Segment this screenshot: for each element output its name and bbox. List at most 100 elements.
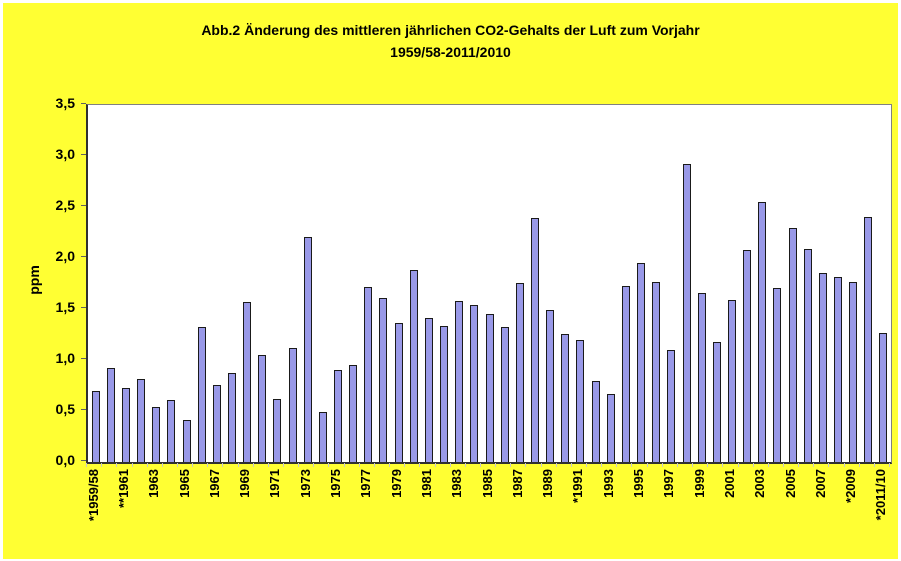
x-tick-label-1975: 1975	[328, 469, 343, 498]
bar-1992	[591, 381, 600, 462]
x-tick	[313, 463, 315, 467]
x-tick-label-1961: **1961	[115, 469, 131, 509]
bar-1962	[137, 379, 145, 462]
bar-1963	[152, 406, 161, 462]
bar-2000	[712, 341, 721, 462]
x-tick-label-1973: 1973	[297, 469, 313, 498]
bar-1982	[440, 326, 448, 462]
x-tick	[873, 463, 875, 467]
bar-1980	[409, 270, 418, 462]
x-tick-label-1985: 1985	[479, 469, 495, 498]
x-tick	[722, 463, 724, 467]
x-tick	[222, 463, 224, 467]
bar-1998	[682, 164, 691, 462]
x-tick	[525, 463, 527, 467]
x-tick	[86, 463, 87, 467]
x-tick	[176, 463, 178, 467]
x-tick	[707, 463, 709, 467]
x-tick	[586, 463, 587, 467]
x-tick	[358, 463, 360, 467]
x-tick-label-1987: 1987	[509, 469, 525, 498]
x-tick	[510, 463, 512, 467]
bar-1993	[606, 393, 615, 462]
bar-1977	[364, 286, 373, 462]
bar-2007	[818, 273, 827, 462]
x-tick	[479, 463, 481, 467]
x-tick-label-2011: *2011/10	[873, 469, 889, 521]
x-tick	[555, 463, 557, 467]
x-tick	[101, 463, 103, 467]
y-tick-label-0,5: 0,5	[55, 401, 75, 417]
y-tick-label-2,0: 2,0	[55, 248, 75, 264]
bar-1983	[455, 300, 464, 462]
x-tick	[782, 463, 784, 467]
x-tick	[328, 463, 330, 467]
bar-2001	[727, 299, 736, 462]
x-tick	[373, 463, 375, 467]
chart-title-line1: Abb.2 Änderung des mittleren jährlichen …	[201, 22, 700, 38]
bar-1965	[182, 420, 191, 462]
x-tick-label-1963: 1963	[146, 469, 162, 498]
bar-2010	[864, 217, 873, 462]
x-tick	[752, 463, 754, 467]
x-tick	[646, 463, 648, 467]
y-tick-label-2,5: 2,5	[55, 197, 75, 213]
bar-1978	[379, 297, 388, 462]
bar-2011	[879, 332, 888, 462]
bar-2004	[773, 287, 782, 462]
y-tick-2,5	[81, 205, 86, 206]
bar-1975	[334, 370, 342, 462]
y-tick-2,0	[81, 256, 86, 257]
x-tick	[283, 463, 284, 467]
bar-2008	[834, 277, 842, 462]
x-tick-label-1983: 1983	[449, 469, 465, 498]
bar-1979	[394, 323, 403, 462]
x-tick	[146, 463, 148, 467]
y-tick-label-3,5: 3,5	[55, 95, 75, 111]
bar-1974	[318, 412, 327, 462]
x-tick-label-1981: 1981	[418, 469, 434, 498]
x-tick	[464, 463, 466, 467]
x-tick	[813, 463, 815, 467]
x-tick	[161, 463, 163, 467]
x-tick	[434, 463, 436, 467]
x-tick	[449, 463, 451, 467]
x-tick	[676, 463, 678, 467]
y-axis-title: ppm	[26, 265, 42, 295]
bar-1995	[637, 263, 645, 462]
x-tick-label-1989: 1989	[540, 469, 556, 498]
x-tick	[798, 463, 800, 467]
x-tick-label-2001: 2001	[721, 469, 737, 498]
bar-1989	[546, 310, 555, 462]
x-tick-label-1999: 1999	[691, 469, 707, 498]
x-tick	[404, 463, 406, 467]
x-tick	[540, 463, 542, 467]
chart-title: Abb.2 Änderung des mittleren jährlichen …	[3, 19, 898, 63]
x-tick-label-2005: 2005	[782, 469, 798, 498]
bar-1997	[667, 349, 676, 462]
x-tick	[661, 463, 663, 467]
bar-1959	[91, 390, 100, 462]
bar-2005	[788, 228, 797, 462]
x-tick-label-2007: 2007	[812, 469, 828, 498]
x-tick-label-1991: *1991	[570, 469, 586, 503]
chart-title-line2: 1959/58-2011/2010	[390, 44, 511, 60]
x-tick	[616, 463, 618, 467]
bar-1960	[106, 368, 115, 462]
bar-1994	[621, 285, 630, 462]
bar-1973	[303, 236, 312, 462]
y-tick-3,0	[81, 154, 86, 155]
bar-1987	[515, 282, 524, 462]
bar-1964	[167, 399, 176, 462]
x-tick	[858, 463, 860, 467]
bar-1986	[500, 327, 509, 462]
chart-background: Abb.2 Änderung des mittleren jährlichen …	[3, 3, 898, 559]
x-tick	[267, 463, 269, 467]
x-tick	[207, 463, 209, 467]
y-tick-label-1,5: 1,5	[55, 299, 75, 315]
bar-2003	[758, 201, 767, 462]
x-tick	[116, 463, 118, 467]
x-tick	[389, 463, 390, 467]
bar-1991	[576, 339, 585, 462]
